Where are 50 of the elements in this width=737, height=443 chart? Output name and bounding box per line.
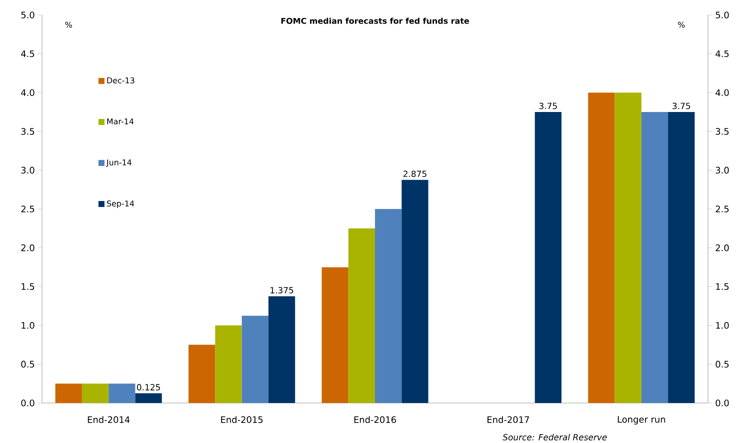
- bar: [348, 228, 376, 403]
- y2-tick-label: 4.0: [716, 89, 729, 96]
- bar: [534, 112, 562, 403]
- data-label: 2.875: [403, 170, 426, 178]
- y-tick-label: 1.0: [22, 322, 34, 329]
- bar: [135, 393, 162, 403]
- y2-tick-label: 3.0: [716, 166, 729, 174]
- y-tick-label: 3.0: [21, 166, 34, 174]
- bar: [402, 180, 428, 403]
- bar: [188, 344, 216, 403]
- bar: [375, 209, 402, 403]
- y-tick-label: 5.0: [21, 12, 34, 18]
- y2-tick-label: 3.5: [716, 128, 729, 135]
- bar: [55, 384, 82, 403]
- bar: [614, 92, 642, 403]
- bar: [108, 384, 136, 403]
- y-tick-label: 0.5: [21, 360, 34, 368]
- bar: [641, 112, 668, 403]
- bar: [215, 325, 242, 403]
- bar: [322, 267, 348, 403]
- data-label: 0.125: [137, 384, 160, 390]
- bar: [588, 92, 615, 403]
- y-tick-label: 4.5: [21, 50, 34, 58]
- y2-tick-label: 5.0: [716, 12, 729, 18]
- x-tick-label: Longer run: [618, 416, 666, 425]
- data-label: 3.75: [672, 102, 690, 110]
- y-tick-label: 2.0: [21, 244, 34, 252]
- y2-tick-label: 2.5: [716, 206, 729, 212]
- x-tick-label: End-2017: [488, 416, 529, 424]
- y2-tick-label: 1.0: [716, 322, 729, 329]
- x-tick-label: End-2016: [354, 416, 396, 424]
- y-tick-label: 2.5: [21, 206, 34, 212]
- y2-tick-label: 0.5: [716, 360, 729, 368]
- x-tick-label: End-2015: [221, 416, 263, 424]
- y-tick-label: 3.5: [21, 128, 34, 135]
- y2-tick-label: 1.5: [716, 283, 729, 290]
- bar: [668, 112, 695, 403]
- data-label: 1.375: [270, 287, 294, 294]
- x-tick-label: End-2014: [88, 416, 130, 424]
- data-label: 3.75: [539, 102, 557, 110]
- y2-tick-label: 4.5: [716, 50, 729, 58]
- bar: [242, 316, 268, 403]
- y2-tick-label: 0.0: [716, 400, 729, 406]
- y-tick-label: 1.5: [22, 283, 34, 290]
- source-note: Source: Federal Reserve: [502, 434, 607, 440]
- y-tick-label: 0.0: [21, 400, 34, 406]
- y-tick-label: 4.0: [21, 89, 34, 96]
- bar: [268, 296, 296, 403]
- bar: [82, 384, 109, 403]
- y2-tick-label: 2.0: [716, 244, 729, 252]
